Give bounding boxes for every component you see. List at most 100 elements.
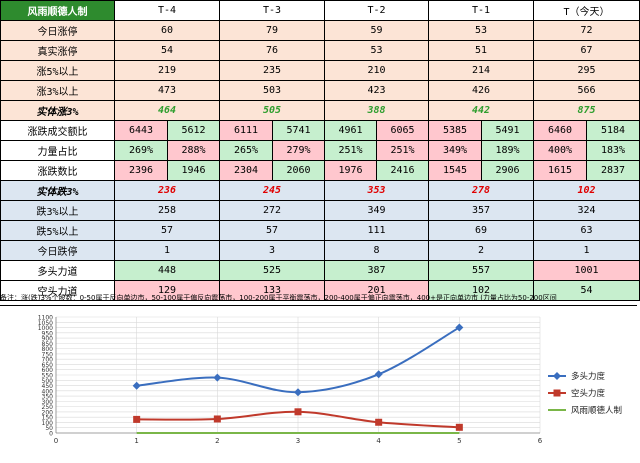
row-label: 真实涨停 <box>0 40 115 61</box>
y-tick-label: 300 <box>42 399 54 406</box>
table-cell: 295 <box>533 60 640 81</box>
table-cell: 5184 <box>586 120 640 141</box>
table-cell: 557 <box>428 260 534 281</box>
table-row: 实体跌3% 236 245 353 278 102 <box>0 180 640 201</box>
y-tick-label: 250 <box>42 404 54 411</box>
data-point <box>455 423 463 431</box>
y-tick-label: 550 <box>42 373 54 380</box>
table-cell: 201 <box>324 280 429 301</box>
table-cell: 288% <box>167 140 220 161</box>
row-label: 今日跌停 <box>0 240 115 261</box>
y-tick-label: 700 <box>42 357 54 364</box>
table-cell: 269% <box>114 140 168 161</box>
table-cell: 236 <box>114 180 220 201</box>
table-cell: 357 <box>428 200 534 221</box>
y-tick-label: 500 <box>42 378 54 385</box>
table-cell: 72 <box>533 20 640 41</box>
table-cell: 5385 <box>428 120 482 141</box>
table-cell: 1001 <box>533 260 640 281</box>
table-cell: 8 <box>324 240 429 261</box>
table-cell: 2304 <box>219 160 273 181</box>
force-line-chart: 0501001502002503003504004505005506006507… <box>38 315 622 446</box>
table-cell: 245 <box>219 180 325 201</box>
y-tick-label: 450 <box>42 383 54 390</box>
x-tick-label: 2 <box>215 437 219 445</box>
table-cell: 1 <box>533 240 640 261</box>
x-tick-label: 6 <box>538 437 543 445</box>
table-cell: 189% <box>481 140 534 161</box>
row-label: 多头力道 <box>0 260 115 281</box>
row-label: 跌3%以上 <box>0 200 115 221</box>
data-point <box>213 415 221 423</box>
x-tick-label: 3 <box>296 437 300 445</box>
row-label: 力量占比 <box>0 140 115 161</box>
y-tick-label: 200 <box>42 409 54 416</box>
table-cell: 6111 <box>219 120 273 141</box>
table-cell: 1545 <box>428 160 482 181</box>
x-tick-label: 1 <box>134 437 138 445</box>
y-tick-label: 100 <box>42 420 54 427</box>
table-cell: 102 <box>533 180 640 201</box>
market-stats-table: 风雨顺德人制 T-4 T-3 T-2 T-1 T（今天） 今日涨停 60 79 59 53 72 真实涨… <box>0 0 640 301</box>
table-cell: 2060 <box>272 160 325 181</box>
row-label: 今日涨停 <box>0 20 115 41</box>
row-label: 实体跌3% <box>0 180 115 201</box>
table-cell: 2416 <box>376 160 429 181</box>
row-label: 涨跌数比 <box>0 160 115 181</box>
table-cell: 60 <box>114 20 220 41</box>
table-cell: 67 <box>533 40 640 61</box>
column-header: T-4 <box>114 0 220 21</box>
table-cell: 278 <box>428 180 534 201</box>
table-cell: 4961 <box>324 120 377 141</box>
table-cell: 388 <box>324 100 429 121</box>
table-row: 力量占比 269% 288% 265% 279% 251% 251% 349% 189% 400%… <box>0 140 640 161</box>
table-row: 涨跌成交额比 6443 5612 6111 5741 4961 6065 5385 5491 64… <box>0 120 640 141</box>
y-tick-label: 900 <box>42 336 54 343</box>
column-header: T-2 <box>324 0 429 21</box>
table-row: 跌3%以上 258 272 349 357 324 <box>0 200 640 221</box>
table-title: 风雨顺德人制 <box>0 0 115 21</box>
table-cell: 400% <box>533 140 587 161</box>
table-cell: 3 <box>219 240 325 261</box>
table-cell: 6065 <box>376 120 429 141</box>
table-cell: 214 <box>428 60 534 81</box>
table-cell: 102 <box>428 280 534 301</box>
table-cell: 111 <box>324 220 429 241</box>
header-row: 风雨顺德人制 T-4 T-3 T-2 T-1 T（今天） <box>0 0 640 21</box>
table-cell: 265% <box>219 140 273 161</box>
y-tick-label: 750 <box>42 351 54 358</box>
table-cell: 2 <box>428 240 534 261</box>
table-cell: 57 <box>114 220 220 241</box>
table-cell: 1946 <box>167 160 220 181</box>
data-point <box>213 373 222 382</box>
legend-label: 风雨顺德人制 <box>571 405 622 416</box>
table-footnote: 备注：涨(跌)3%个股数：0-50属于反向单边市，50-100属于偏反向震荡市，… <box>0 291 637 306</box>
legend-marker <box>553 372 561 380</box>
table-cell: 448 <box>114 260 220 281</box>
table-cell: 210 <box>324 60 429 81</box>
x-tick-label: 5 <box>457 437 461 445</box>
row-label: 空头力道 <box>0 280 115 301</box>
table-row: 真实涨停 54 76 53 51 67 <box>0 40 640 61</box>
table-cell: 235 <box>219 60 325 81</box>
chart-gridlines <box>55 316 541 434</box>
data-point <box>455 323 464 332</box>
x-tick-label: 0 <box>54 437 58 445</box>
table-cell: 59 <box>324 20 429 41</box>
y-tick-label: 350 <box>42 394 54 401</box>
table-cell: 387 <box>324 260 429 281</box>
table-cell: 2906 <box>481 160 534 181</box>
table-cell: 251% <box>324 140 377 161</box>
table-row: 涨3%以上 473 503 423 426 566 <box>0 80 640 101</box>
x-tick-label: 4 <box>376 437 381 445</box>
table-cell: 349% <box>428 140 482 161</box>
table-cell: 79 <box>219 20 325 41</box>
y-tick-label: 400 <box>42 388 54 395</box>
table-cell: 53 <box>428 20 534 41</box>
table-cell: 6443 <box>114 120 168 141</box>
table-cell: 442 <box>428 100 534 121</box>
table-cell: 464 <box>114 100 220 121</box>
table-cell: 251% <box>376 140 429 161</box>
table-cell: 423 <box>324 80 429 101</box>
